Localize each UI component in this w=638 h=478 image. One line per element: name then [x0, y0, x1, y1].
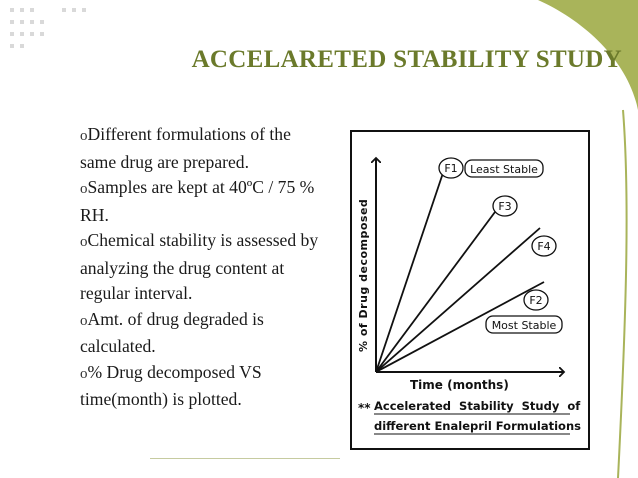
bullet-item: o% Drug decomposed VS time(month) is plo… — [80, 360, 325, 413]
series-label-f3: F3 — [498, 200, 511, 213]
series-line-f1 — [375, 169, 445, 373]
bullet-item: oAmt. of drug degraded is calculated. — [80, 307, 325, 360]
most-stable-box — [485, 315, 563, 334]
bullet-item: oChemical stability is assessed by analy… — [80, 228, 325, 307]
bullet-marker: o — [80, 312, 88, 329]
y-axis-label: % of Drug decomposed — [357, 199, 370, 352]
bullet-marker: o — [80, 234, 88, 250]
least-stable-label: Least Stable — [470, 163, 538, 176]
series-label-f1: F1 — [444, 162, 457, 175]
caption-prefix: ** — [358, 401, 371, 415]
series-line-f3 — [375, 211, 496, 373]
slide-title: ACCELARETED STABILITY STUDY — [191, 46, 622, 73]
caption-line-1: Accelerated Stability Study of — [374, 399, 581, 413]
bullet-item: oSamples are kept at 40ºC / 75 % RH. — [80, 175, 325, 228]
series-line-f2 — [375, 281, 545, 373]
bullet-text: Chemical stability is assessed by analyz… — [80, 230, 319, 303]
decorative-swoosh — [538, 0, 638, 478]
series-line-f4 — [375, 227, 541, 373]
least-stable-box — [464, 159, 544, 178]
series-label-f4: F4 — [537, 240, 550, 253]
bullet-text: Amt. of drug degraded is calculated. — [80, 308, 264, 357]
series-label-f1-ring — [438, 157, 464, 179]
bullet-marker: o — [80, 181, 88, 197]
most-stable-label: Most Stable — [492, 319, 557, 332]
caption-line-2: different Enalepril Formulations — [374, 419, 581, 433]
decorative-dots — [10, 8, 86, 48]
stability-chart-figure: % of Drug decomposed Time (months) F1 Le… — [350, 130, 590, 450]
bullet-text: Samples are kept at 40ºC / 75 % RH. — [80, 177, 315, 225]
bullet-marker: o — [80, 365, 88, 382]
bullet-text: % Drug decomposed VS time(month) is plot… — [80, 361, 262, 410]
footer-divider — [150, 458, 340, 459]
bullet-item: oDifferent formulations of the same drug… — [80, 122, 325, 175]
bullet-marker: o — [80, 128, 88, 144]
series-label-f3-ring — [492, 195, 518, 217]
stability-chart: % of Drug decomposed Time (months) F1 Le… — [357, 132, 581, 435]
bullet-list: oDifferent formulations of the same drug… — [80, 122, 325, 413]
series-label-f2-ring — [523, 289, 549, 311]
series-label-f4-ring — [531, 235, 557, 257]
x-axis-label: Time (months) — [410, 378, 509, 392]
bullet-text: Different formulations of the same drug … — [80, 124, 291, 172]
series-label-f2: F2 — [529, 294, 542, 307]
